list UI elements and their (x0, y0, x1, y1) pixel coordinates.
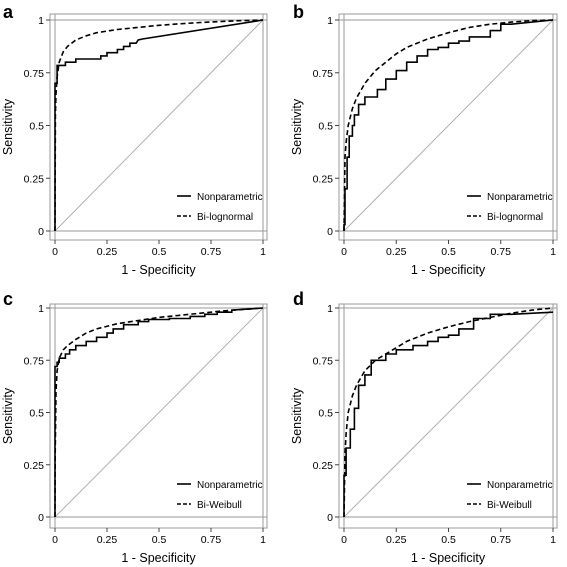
x-tick-label: 1 (260, 534, 266, 546)
x-axis-title: 1 - Specificity (411, 263, 486, 277)
y-axis-title: Sensitivity (1, 387, 15, 444)
panel-b: b 0 0.25 0.5 0.75 1 0 0.25 0.5 0.75 1 1 - Specifici… (290, 2, 558, 277)
x-tick-label: 0.25 (386, 534, 407, 546)
y-tick-label: 0.5 (318, 121, 333, 133)
x-tick-label: 0.5 (441, 534, 456, 546)
chance-diagonal (343, 19, 554, 232)
legend-label: Bi-Weibull (197, 500, 242, 511)
y-tick-label: 0.5 (29, 408, 44, 420)
y-tick-label: 0.5 (318, 408, 333, 420)
panel-d: d 0 0.25 0.5 0.75 1 0 0.25 0.5 0.75 1 1 - Specifici… (290, 289, 558, 565)
series-line-nonparametric (54, 19, 264, 231)
y-tick-label: 0 (327, 512, 333, 524)
x-tick-label: 0.25 (97, 534, 118, 546)
series-line-bi-lognormal (343, 19, 554, 232)
x-tick-label: 0.25 (386, 246, 407, 258)
y-tick-label: 0 (327, 226, 333, 238)
panel-letter: a (3, 2, 14, 22)
x-tick-label: 0.25 (97, 246, 118, 258)
series-line-nonparametric (343, 311, 554, 517)
x-tick-label: 0 (341, 246, 347, 258)
y-tick-label: 0.75 (24, 68, 45, 80)
chance-diagonal (343, 307, 554, 518)
panel-letter: c (3, 289, 13, 309)
y-tick-label: 0 (38, 512, 44, 524)
x-tick-label: 1 (260, 246, 266, 258)
y-tick-label: 0.75 (24, 355, 45, 367)
legend-label: Nonparametric (197, 480, 263, 491)
x-axis-title: 1 - Specificity (121, 263, 196, 277)
x-tick-label: 0.75 (491, 534, 512, 546)
y-tick-label: 0 (38, 226, 44, 238)
panel-letter: b (293, 2, 304, 22)
x-tick-label: 0.5 (441, 246, 456, 258)
x-tick-label: 0.75 (201, 246, 222, 258)
series-line-nonparametric (54, 307, 264, 517)
x-axis-title: 1 - Specificity (121, 551, 196, 565)
legend-label: Nonparametric (487, 192, 553, 203)
x-axis-title: 1 - Specificity (411, 551, 486, 565)
y-tick-label: 0.75 (313, 355, 334, 367)
y-tick-label: 0.25 (24, 173, 45, 185)
y-tick-label: 1 (327, 15, 333, 27)
x-tick-label: 0 (341, 534, 347, 546)
plot-frame (49, 303, 268, 529)
legend-label: Nonparametric (197, 192, 263, 203)
y-axis-title: Sensitivity (290, 98, 304, 155)
y-axis-title: Sensitivity (1, 98, 15, 155)
y-tick-label: 1 (38, 303, 44, 315)
legend-label: Bi-lognormal (487, 212, 543, 223)
y-tick-label: 0.25 (24, 460, 45, 472)
x-tick-label: 1 (550, 246, 556, 258)
x-tick-label: 0.5 (152, 246, 167, 258)
panel-letter: d (293, 289, 304, 309)
y-axis-title: Sensitivity (290, 387, 304, 444)
y-tick-label: 0.5 (29, 121, 44, 133)
x-tick-label: 0.75 (201, 534, 222, 546)
y-tick-label: 0.25 (313, 173, 334, 185)
x-tick-label: 0.5 (152, 534, 167, 546)
x-tick-label: 0.75 (491, 246, 512, 258)
y-tick-label: 1 (38, 15, 44, 27)
y-tick-label: 1 (327, 303, 333, 315)
chance-diagonal (54, 307, 264, 518)
plot-frame (49, 13, 268, 241)
y-tick-label: 0.75 (313, 68, 334, 80)
legend-label: Nonparametric (487, 480, 553, 491)
panel-c: c 0 0.25 0.5 0.75 1 0 0.25 0.5 0.75 1 1 - Specifici… (1, 289, 268, 565)
series-line-nonparametric (343, 19, 554, 231)
x-tick-label: 0 (52, 534, 58, 546)
chance-diagonal (54, 19, 264, 232)
legend-label: Bi-Weibull (487, 500, 532, 511)
legend-label: Bi-lognormal (197, 212, 253, 223)
panel-a: a 0 0.25 0.5 0.75 1 0 0.25 0.5 0.75 1 1 - Specifici… (1, 2, 268, 277)
y-tick-label: 0.25 (313, 460, 334, 472)
x-tick-label: 1 (550, 534, 556, 546)
x-tick-label: 0 (52, 246, 58, 258)
series-line-bi-weibull (343, 307, 554, 518)
series-line-bi-weibull (54, 307, 264, 518)
